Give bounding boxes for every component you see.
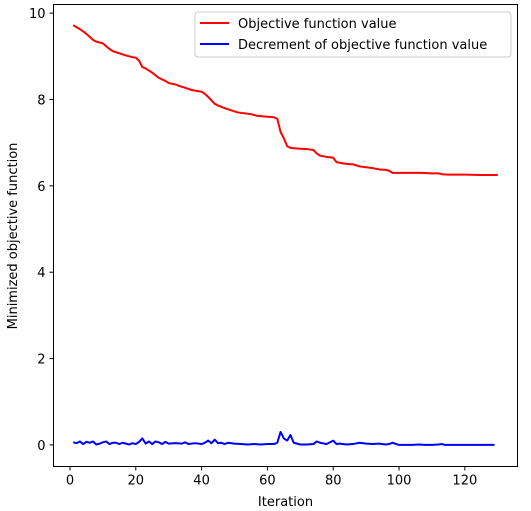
series-line-decrement — [72, 430, 495, 446]
y-tick-label: 8 — [37, 93, 45, 108]
x-axis-label: Iteration — [258, 495, 313, 510]
y-tick-label: 10 — [29, 7, 46, 22]
y-tick-label: 4 — [37, 266, 45, 281]
y-axis-label: Minimized objective function — [6, 143, 21, 330]
series-line-objective — [72, 24, 498, 177]
x-tick-label: 60 — [259, 474, 276, 489]
y-tick-label: 6 — [37, 180, 45, 195]
plot-frame — [53, 4, 518, 467]
x-tick-label: 40 — [193, 474, 210, 489]
x-tick-label: 120 — [452, 474, 477, 489]
x-tick-label: 100 — [387, 474, 412, 489]
y-tick-label: 0 — [37, 439, 45, 454]
y-tick-label: 2 — [37, 353, 45, 368]
x-tick-label: 0 — [66, 474, 74, 489]
y-axis: 0 2 4 6 8 10 — [29, 7, 54, 454]
legend-box — [194, 11, 512, 58]
plot-lines — [72, 24, 498, 446]
legend-label-decrement: Decrement of objective function value — [238, 38, 487, 53]
x-tick-label: 20 — [127, 474, 144, 489]
x-axis: 0 20 40 60 80 100 120 — [66, 466, 477, 489]
legend: Objective function value Decrement of ob… — [194, 11, 512, 58]
x-tick-label: 80 — [325, 474, 342, 489]
legend-label-objective: Objective function value — [238, 17, 397, 32]
